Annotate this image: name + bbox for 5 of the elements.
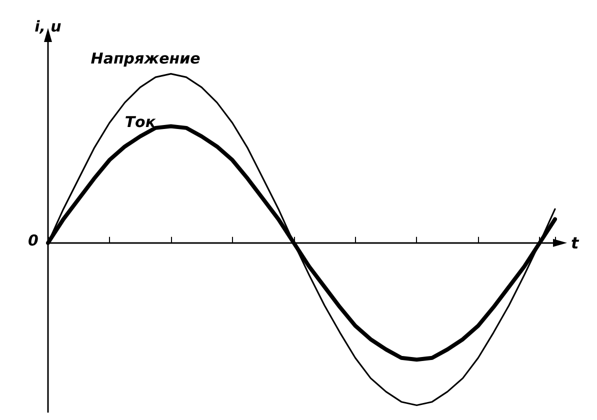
series-label: Ток	[124, 112, 156, 131]
y-axis-title: i, u	[34, 18, 62, 36]
x-axis-title: t	[571, 233, 580, 252]
series-label: Напряжение	[90, 50, 200, 68]
text: 0	[28, 231, 38, 250]
